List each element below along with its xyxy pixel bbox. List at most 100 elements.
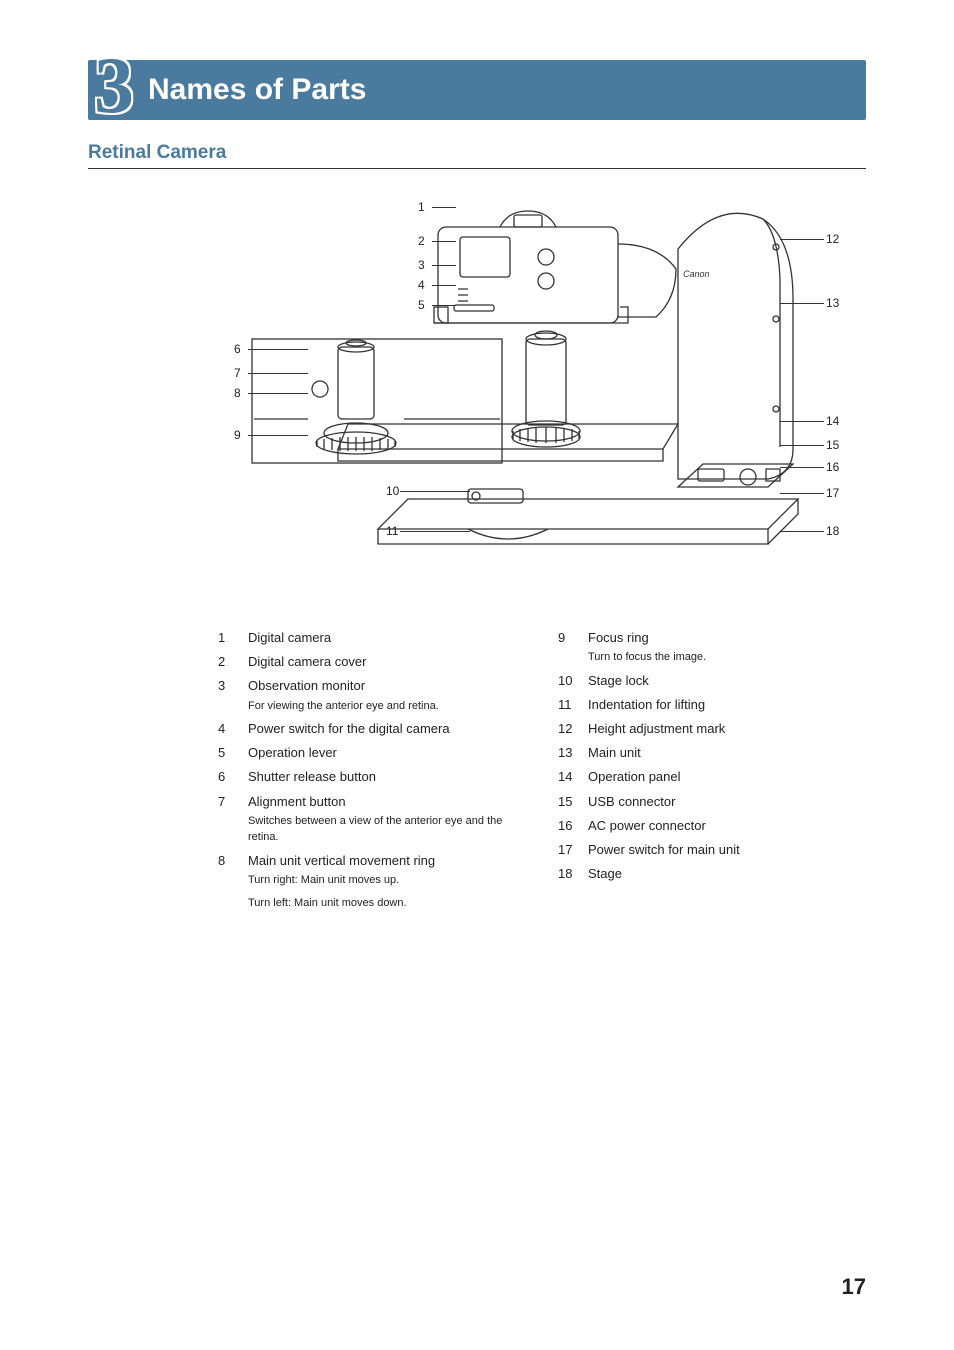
- callout-number: 2: [418, 234, 425, 248]
- part-description: Turn to focus the image.: [588, 649, 858, 666]
- callout-leader: [780, 531, 824, 532]
- part-number: 12: [558, 721, 588, 736]
- callout-number: 4: [418, 278, 425, 292]
- callout-number: 7: [234, 366, 241, 380]
- part-item: 9Focus ring Turn to focus the image.: [558, 629, 858, 666]
- part-number: 9: [558, 630, 588, 645]
- callout-number: 3: [418, 258, 425, 272]
- part-number: 16: [558, 818, 588, 833]
- parts-list: 1Digital camera2Digital camera cover3Obs…: [218, 629, 866, 917]
- part-description: Turn left: Main unit moves down.: [248, 895, 518, 912]
- chapter-number: 3: [94, 46, 134, 126]
- part-label: Alignment button: [248, 793, 518, 811]
- callout-number: 14: [826, 414, 839, 428]
- callout-leader: [780, 493, 824, 494]
- part-item: 7Alignment button Switches between a view…: [218, 793, 518, 846]
- svg-text:Canon: Canon: [683, 269, 710, 279]
- callout-number: 18: [826, 524, 839, 538]
- callout-number: 6: [234, 342, 241, 356]
- part-item: 2Digital camera cover: [218, 653, 518, 671]
- part-number: 15: [558, 794, 588, 809]
- callout-number: 9: [234, 428, 241, 442]
- part-number: 6: [218, 769, 248, 784]
- callout-leader: [432, 241, 456, 242]
- part-label: Operation panel: [588, 768, 858, 786]
- part-number: 14: [558, 769, 588, 784]
- callout-number: 12: [826, 232, 839, 246]
- part-item: 11Indentation for lifting: [558, 696, 858, 714]
- chapter-title: Names of Parts: [148, 73, 366, 107]
- callout-leader: [780, 303, 824, 304]
- part-label: Power switch for the digital camera: [248, 720, 518, 738]
- callout-number: 17: [826, 486, 839, 500]
- callout-number: 16: [826, 460, 839, 474]
- part-label: USB connector: [588, 793, 858, 811]
- callout-number: 8: [234, 386, 241, 400]
- part-label: Main unit: [588, 744, 858, 762]
- parts-column-right: 9Focus ringTurn to focus the image.10Sta…: [558, 629, 858, 917]
- callout-leader: [248, 435, 308, 436]
- part-number: 1: [218, 630, 248, 645]
- part-item: 5Operation lever: [218, 744, 518, 762]
- part-number: 3: [218, 678, 248, 693]
- part-number: 13: [558, 745, 588, 760]
- callout-leader: [432, 265, 456, 266]
- part-number: 2: [218, 654, 248, 669]
- callout-number: 15: [826, 438, 839, 452]
- device-illustration: Canon: [208, 189, 853, 569]
- part-description: Turn right: Main unit moves up.: [248, 872, 518, 889]
- part-item: 8Main unit vertical movement ring Turn ri…: [218, 852, 518, 911]
- part-number: 7: [218, 794, 248, 809]
- part-label: Stage: [588, 865, 858, 883]
- part-item: 3Observation monitor For viewing the ante…: [218, 677, 518, 714]
- callout-leader: [248, 373, 308, 374]
- part-label: Stage lock: [588, 672, 858, 690]
- callout-leader: [432, 285, 456, 286]
- part-item: 13Main unit: [558, 744, 858, 762]
- part-number: 17: [558, 842, 588, 857]
- callout-number: 10: [386, 484, 399, 498]
- part-item: 6Shutter release button: [218, 768, 518, 786]
- part-label: Digital camera: [248, 629, 518, 647]
- callout-number: 13: [826, 296, 839, 310]
- part-number: 4: [218, 721, 248, 736]
- part-item: 4Power switch for the digital camera: [218, 720, 518, 738]
- part-label: Focus ring: [588, 629, 858, 647]
- part-item: 12Height adjustment mark: [558, 720, 858, 738]
- callout-leader: [400, 531, 470, 532]
- part-item: 18Stage: [558, 865, 858, 883]
- part-label: Main unit vertical movement ring: [248, 852, 518, 870]
- part-number: 10: [558, 673, 588, 688]
- callout-leader: [780, 467, 824, 468]
- callout-leader: [400, 491, 470, 492]
- parts-column-left: 1Digital camera2Digital camera cover3Obs…: [218, 629, 518, 917]
- callout-leader: [432, 207, 456, 208]
- part-label: Operation lever: [248, 744, 518, 762]
- callout-leader: [248, 393, 308, 394]
- section-title: Retinal Camera: [88, 142, 866, 169]
- part-item: 10Stage lock: [558, 672, 858, 690]
- callout-leader: [432, 305, 456, 306]
- part-number: 11: [558, 697, 588, 712]
- page-number: 17: [842, 1274, 866, 1300]
- callout-leader: [780, 421, 824, 422]
- part-number: 18: [558, 866, 588, 881]
- part-description: For viewing the anterior eye and retina.: [248, 698, 518, 715]
- callout-leader: [248, 349, 308, 350]
- part-label: Observation monitor: [248, 677, 518, 695]
- part-label: Indentation for lifting: [588, 696, 858, 714]
- part-item: 14Operation panel: [558, 768, 858, 786]
- part-item: 17Power switch for main unit: [558, 841, 858, 859]
- callout-leader: [780, 239, 824, 240]
- part-number: 8: [218, 853, 248, 868]
- part-item: 15USB connector: [558, 793, 858, 811]
- callout-number: 1: [418, 200, 425, 214]
- part-item: 16AC power connector: [558, 817, 858, 835]
- part-label: Height adjustment mark: [588, 720, 858, 738]
- part-number: 5: [218, 745, 248, 760]
- part-description: Switches between a view of the anterior …: [248, 813, 518, 846]
- part-item: 1Digital camera: [218, 629, 518, 647]
- parts-diagram: Canon 123456789101112131415161718: [208, 189, 853, 569]
- callout-leader: [780, 445, 824, 446]
- part-label: Digital camera cover: [248, 653, 518, 671]
